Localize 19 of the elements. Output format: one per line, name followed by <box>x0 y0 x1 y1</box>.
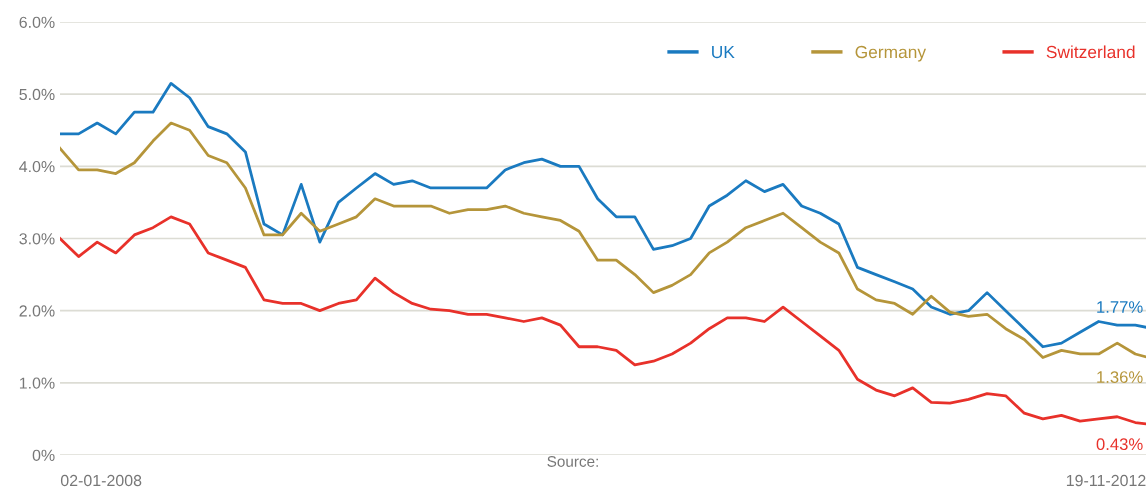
x-tick-label: 02-01-2008 <box>60 474 142 487</box>
y-tick-label: 4.0% <box>19 160 55 173</box>
y-tick-label: 2.0% <box>19 305 55 317</box>
y-tick-label: 6.0% <box>19 16 55 28</box>
line-series <box>60 121 1146 359</box>
legend-label: UK <box>712 46 735 59</box>
line-series <box>60 215 1146 426</box>
legend-label: Germany <box>855 45 927 62</box>
legend-label: Switzerland <box>1046 45 1135 59</box>
source-note: Source: <box>547 456 598 467</box>
y-tick-label: 3.0% <box>19 233 55 245</box>
x-tick-label: 19-11-2012 <box>1066 474 1146 487</box>
y-tick-label: 0% <box>32 449 55 461</box>
annotation: 1.77% <box>1097 301 1143 313</box>
line-series <box>60 81 1146 349</box>
y-tick-label: 1.0% <box>19 377 55 389</box>
y-tick-label: 5.0% <box>19 88 55 101</box>
annotation: 1.36% <box>1097 371 1143 383</box>
annotation: 0.43% <box>1096 438 1143 451</box>
